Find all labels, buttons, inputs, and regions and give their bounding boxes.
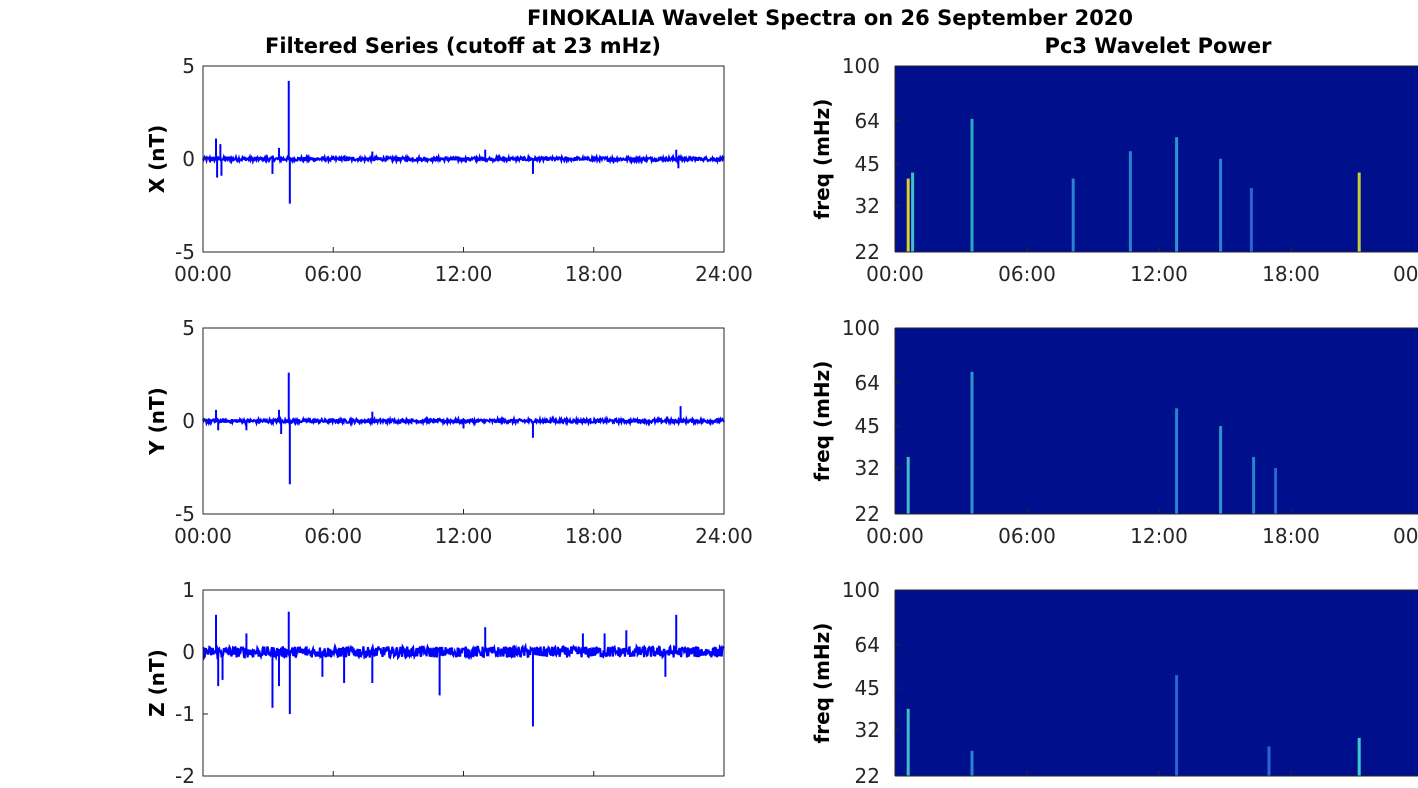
y-tick-label: 64 [855, 371, 880, 395]
power-streak-7 [1219, 158, 1223, 252]
y-tick-label: 32 [855, 456, 880, 480]
power-streak-3 [1175, 408, 1179, 514]
y-tick-label: 64 [855, 109, 880, 133]
power-streak-2 [911, 172, 915, 252]
x-tick-label: 12:00 [1130, 524, 1188, 548]
power-streak-4 [1267, 746, 1271, 776]
left-column-title: Filtered Series (cutoff at 23 mHz) [265, 34, 661, 58]
y-tick-label: 32 [855, 718, 880, 742]
power-streak-6 [1175, 137, 1179, 252]
line-panel-1: -5 0 5 00:00 06:00 12:00 18:00 24:00 X (nT) [145, 54, 753, 286]
heatmap-background [895, 328, 1418, 514]
y-tick-label: 22 [855, 240, 880, 264]
power-streak-4 [1219, 426, 1223, 514]
power-streak-1 [906, 178, 910, 252]
y-axis-label: freq (mHz) [810, 623, 834, 744]
y-axis-label: Y (nT) [145, 387, 169, 456]
y-tick-label: 5 [182, 54, 195, 78]
power-streak-4 [1071, 178, 1075, 252]
power-streak-3 [970, 118, 974, 252]
x-tick-label: 18:00 [565, 524, 623, 548]
y-tick-label: 0 [182, 409, 195, 433]
power-streak-9 [1357, 172, 1361, 252]
power-streak-2 [970, 371, 974, 514]
x-tick-label: 18:00 [1262, 262, 1320, 286]
x-tick-label: 06:00 [304, 262, 362, 286]
series-line [201, 414, 726, 428]
x-tick-label: 00 [1393, 524, 1418, 548]
y-tick-label: 32 [855, 194, 880, 218]
line-panel-3: -2 -1 0 1 Z (nT) [145, 578, 725, 788]
y-tick-label: 1 [182, 578, 195, 602]
y-tick-label: 45 [855, 676, 880, 700]
power-streak-2 [970, 750, 974, 776]
x-tick-label: 24:00 [695, 262, 753, 286]
y-tick-label: -2 [175, 764, 195, 788]
x-tick-label: 00:00 [866, 524, 924, 548]
x-tick-label: 18:00 [1262, 524, 1320, 548]
y-axis-label: Z (nT) [145, 649, 169, 717]
y-tick-label: 22 [855, 764, 880, 788]
power-streak-6 [1274, 467, 1278, 514]
y-axis-label: freq (mHz) [810, 361, 834, 482]
y-tick-label: 22 [855, 502, 880, 526]
y-tick-label: 5 [182, 316, 195, 340]
power-streak-8 [1249, 188, 1253, 252]
x-tick-label: 06:00 [304, 524, 362, 548]
heatmap-background [895, 66, 1418, 252]
x-tick-label: 12:00 [435, 262, 493, 286]
y-tick-label: -1 [175, 702, 195, 726]
power-streak-1 [906, 456, 910, 514]
y-axis-label: X (nT) [145, 125, 169, 194]
y-tick-label: 45 [855, 414, 880, 438]
x-tick-label: 00:00 [866, 262, 924, 286]
x-tick-label: 00:00 [174, 262, 232, 286]
power-streak-5 [1128, 151, 1132, 252]
y-tick-label: 100 [842, 316, 880, 340]
y-tick-label: 100 [842, 578, 880, 602]
power-streak-1 [906, 708, 910, 776]
power-streak-3 [1175, 675, 1179, 776]
y-tick-label: -5 [175, 240, 195, 264]
y-tick-label: -5 [175, 502, 195, 526]
x-tick-label: 06:00 [998, 524, 1056, 548]
y-tick-label: 45 [855, 152, 880, 176]
x-tick-label: 18:00 [565, 262, 623, 286]
x-tick-label: 12:00 [435, 524, 493, 548]
panels: -5 0 5 00:00 06:00 12:00 18:00 24:00 X (nT) -5 0 5 0… [145, 54, 1418, 788]
heatmap-panel-3: 100 64 45 32 22 freq (mHz) [810, 578, 1418, 788]
right-column-title: Pc3 Wavelet Power [1045, 34, 1273, 58]
x-tick-label: 00:00 [174, 524, 232, 548]
line-panel-2: -5 0 5 00:00 06:00 12:00 18:00 24:00 Y (nT) [145, 316, 753, 548]
y-axis-label: freq (mHz) [810, 99, 834, 220]
plot-area [203, 590, 724, 776]
power-streak-5 [1252, 456, 1256, 514]
x-tick-label: 00 [1393, 262, 1418, 286]
y-tick-label: 0 [182, 147, 195, 171]
power-streak-5 [1357, 737, 1361, 776]
x-tick-label: 12:00 [1130, 262, 1188, 286]
y-tick-label: 0 [182, 640, 195, 664]
y-tick-label: 100 [842, 54, 880, 78]
x-tick-label: 24:00 [695, 524, 753, 548]
series-line [202, 152, 725, 166]
x-tick-label: 06:00 [998, 262, 1056, 286]
heatmap-background [895, 590, 1418, 776]
y-tick-label: 64 [855, 633, 880, 657]
figure-title: FINOKALIA Wavelet Spectra on 26 Septembe… [527, 6, 1133, 30]
